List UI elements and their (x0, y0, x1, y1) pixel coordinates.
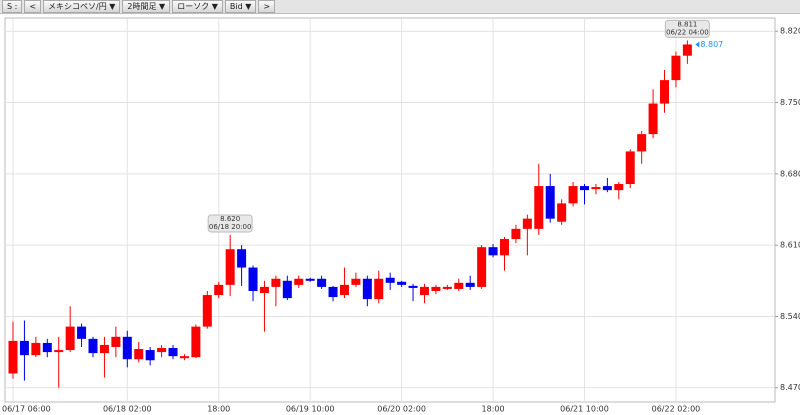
candle-body (225, 249, 235, 285)
candle-body (157, 348, 167, 353)
y-tick-label: 8.820 (780, 27, 800, 36)
candle-body (179, 356, 189, 359)
x-tick-label: 06/17 06:00 (2, 405, 51, 414)
candle-body (19, 340, 29, 356)
candle-body (111, 336, 121, 347)
x-tick-label: 06/22 02:00 (652, 405, 701, 414)
candle-body (191, 326, 201, 358)
candle-body (602, 186, 612, 191)
candle-body (202, 295, 212, 327)
y-tick-label: 8.470 (780, 383, 800, 392)
annotation-time: 06/22 04:00 (666, 28, 709, 36)
candle-body (488, 247, 498, 256)
x-tick-label: 18:00 (482, 405, 505, 414)
y-tick-label: 8.610 (780, 241, 800, 250)
candle-body (682, 44, 692, 56)
candle-body (671, 55, 681, 81)
candle-body (54, 350, 64, 353)
candle-body (545, 186, 555, 219)
annotation-box (207, 214, 253, 233)
candle-body (99, 344, 109, 354)
candle-body (271, 278, 281, 287)
candle-body (259, 286, 269, 294)
annotation-box (664, 19, 710, 38)
candle-body (648, 103, 658, 135)
candle-body (465, 282, 475, 287)
candle-body (328, 286, 338, 298)
candle-body (145, 350, 155, 361)
annotation-price: 8.811 (677, 20, 697, 28)
candle-body (237, 249, 247, 268)
toolbar-button[interactable]: S : (2, 0, 23, 13)
candle-body (419, 286, 429, 296)
last-price-label: 8.807 (700, 40, 723, 49)
y-tick-label: 8.750 (780, 98, 800, 107)
candle-body (8, 340, 18, 374)
toolbar-button[interactable]: メキシコペソ/円 ▼ (43, 0, 121, 13)
candle-body (31, 342, 41, 356)
toolbar: S : < メキシコペソ/円 ▼ 2時間足 ▼ ローソク ▼ Bid ▼ > (0, 0, 800, 14)
candle-body (294, 278, 304, 285)
candle-body (385, 277, 395, 283)
candle-body (305, 278, 315, 281)
candle-body (282, 280, 292, 299)
candle-body (511, 228, 521, 240)
candle-body (454, 282, 464, 289)
toolbar-button[interactable]: < (24, 0, 42, 13)
candle-body (214, 284, 224, 296)
candle-body (568, 186, 578, 204)
candle-body (580, 186, 589, 191)
candle-body (625, 151, 635, 185)
candle-body (122, 336, 132, 360)
x-tick-label: 06/21 10:00 (560, 405, 609, 414)
last-price-marker (695, 41, 700, 48)
candle-body (248, 267, 258, 291)
candle-body (499, 239, 509, 256)
candle-body (397, 281, 407, 285)
candle-body (351, 278, 361, 285)
toolbar-button[interactable]: 2時間足 ▼ (122, 0, 171, 13)
y-tick-label: 8.680 (780, 169, 800, 178)
y-tick-label: 8.540 (780, 312, 800, 321)
candle-body (339, 284, 349, 296)
plot-area (4, 17, 776, 403)
candle-body (77, 326, 87, 339)
candle-body (637, 134, 647, 152)
candle-body (134, 349, 144, 360)
annotation-price: 8.620 (220, 215, 240, 223)
candle-body (374, 278, 384, 300)
candle-body (477, 247, 487, 287)
candle-body (442, 286, 452, 289)
x-tick-label: 06/20 02:00 (377, 405, 426, 414)
candle-body (522, 218, 532, 229)
toolbar-button[interactable]: > (258, 0, 276, 13)
toolbar-button[interactable]: ローソク ▼ (172, 0, 223, 13)
candle-body (614, 184, 624, 191)
candle-body (534, 186, 544, 229)
candle-body (362, 278, 372, 300)
candle-body (42, 342, 52, 353)
candle-body (88, 338, 98, 354)
x-tick-label: 06/18 02:00 (103, 405, 152, 414)
toolbar-button[interactable]: Bid ▼ (224, 0, 257, 13)
candle-body (557, 203, 567, 222)
candle-body (591, 187, 601, 190)
candle-body (65, 326, 75, 351)
candle-body (408, 285, 418, 288)
candle-body (168, 348, 178, 357)
x-tick-label: 18:00 (207, 405, 230, 414)
candle-body (431, 286, 441, 291)
candle-body (660, 80, 670, 104)
annotation-time: 06/18 20:00 (209, 223, 252, 231)
x-tick-label: 06/19 10:00 (286, 405, 335, 414)
candle-body (317, 278, 327, 287)
